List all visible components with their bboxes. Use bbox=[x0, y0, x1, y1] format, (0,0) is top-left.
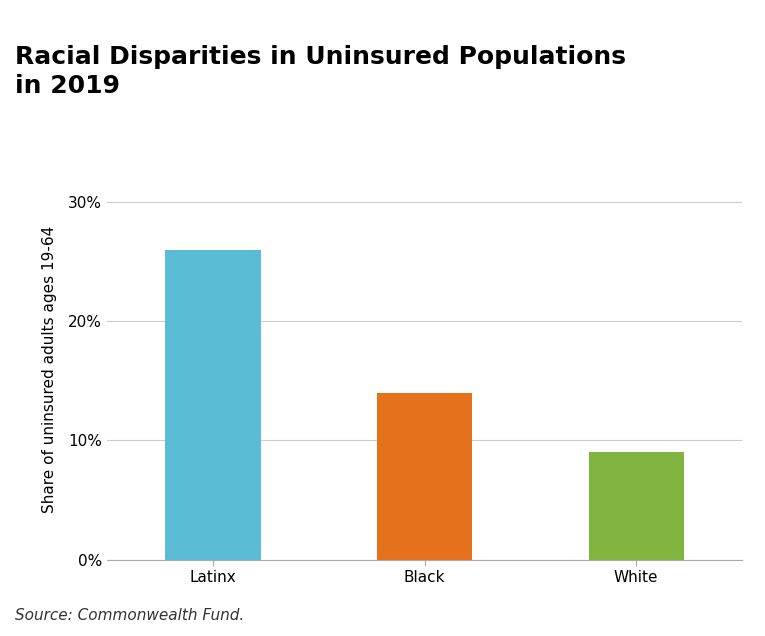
Text: Source: Commonwealth Fund.: Source: Commonwealth Fund. bbox=[15, 608, 245, 623]
Text: Racial Disparities in Uninsured Populations
in 2019: Racial Disparities in Uninsured Populati… bbox=[15, 45, 627, 98]
Bar bbox=[165, 249, 261, 560]
Bar bbox=[377, 392, 472, 560]
Bar bbox=[588, 452, 684, 560]
Y-axis label: Share of uninsured adults ages 19-64: Share of uninsured adults ages 19-64 bbox=[42, 225, 57, 513]
